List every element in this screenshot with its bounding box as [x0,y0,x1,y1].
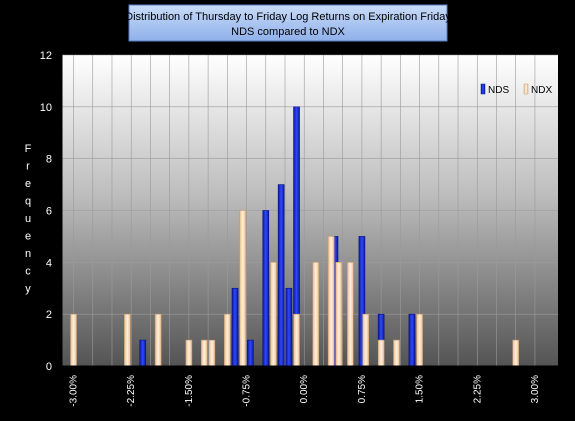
y-axis-label-char-3: q [25,196,31,208]
y-tick-label-1: 2 [46,309,52,321]
legend-label-nds: NDS [488,85,509,96]
ndx-bar-1 [124,313,131,367]
y-tick-label-6: 12 [40,50,52,62]
y-axis-label-char-5: e [25,231,31,243]
ndx-bar-5 [208,339,216,367]
y-axis-label-char-4: u [25,213,31,225]
x-tick-label-3: -0.75% [242,375,253,407]
y-tick-label-4: 8 [46,154,52,166]
x-tick-label-0: -3.00% [69,375,80,407]
y-tick-label-0: 0 [46,361,52,373]
legend: NDS NDX [480,83,552,96]
y-axis-label-char-1: r [26,161,30,173]
x-tick-label-4: 0.00% [299,375,310,403]
y-tick-label-3: 6 [46,206,52,218]
y-tick-label-5: 10 [40,102,52,114]
legend-label-ndx: NDX [531,85,552,96]
title-box [128,4,448,42]
x-tick-label-1: -2.25% [126,375,137,407]
bars [70,106,520,367]
x-tick-label-5: 0.75% [357,375,368,403]
x-tick-label-2: -1.50% [184,375,195,407]
nds-bar-5 [277,184,285,367]
x-tick-label-6: 1.50% [415,375,426,403]
nds-bar-3 [247,339,254,367]
chart-title: Distribution of Thursday to Friday Log R… [125,11,451,23]
y-axis-label-char-6: n [25,248,31,260]
ndx-bar-4 [200,339,208,367]
ndx-bar-18 [512,339,520,367]
y-tick-label-2: 4 [46,257,52,269]
ndx-bar-15 [377,339,385,367]
ndx-bar-6 [224,313,231,367]
x-tick-label-8: 3.00% [530,375,541,403]
ndx-bar-11 [327,236,335,367]
ndx-bar-17 [416,313,423,367]
nds-bar-12 [408,313,416,367]
legend-swatch-nds [480,83,486,95]
y-axis-label-char-8: y [25,283,31,295]
ndx-bar-14 [362,313,370,367]
ndx-bar-13 [347,262,354,367]
ndx-bar-0 [70,313,77,367]
chart-subtitle: NDS compared to NDX [231,26,345,38]
nds-bar-0 [139,339,147,367]
ndx-bar-2 [154,313,162,367]
ndx-bar-7 [239,210,247,367]
ndx-bar-8 [270,262,277,367]
gridlines [62,54,558,367]
ndx-bar-12 [335,262,343,367]
y-axis-label-char-7: c [25,266,31,278]
ndx-bar-10 [312,262,320,367]
x-tick-labels: -3.00% -2.25% -1.50% -0.75% 0.00% 0.75% 1.50% 2… [69,375,541,407]
ndx-bar-9 [293,313,300,367]
y-tick-labels: 0 2 4 6 8 10 12 [40,50,52,373]
ndx-bar-3 [185,339,193,367]
y-axis-label-char-2: e [25,178,31,190]
x-tick-label-7: 2.25% [472,375,483,403]
ndx-bar-16 [393,339,400,367]
legend-swatch-ndx [523,83,529,95]
nds-bar-2 [231,287,239,367]
y-axis-label-char-0: F [25,143,32,155]
nds-bar-6 [285,287,293,367]
nds-bar-4 [262,210,270,367]
